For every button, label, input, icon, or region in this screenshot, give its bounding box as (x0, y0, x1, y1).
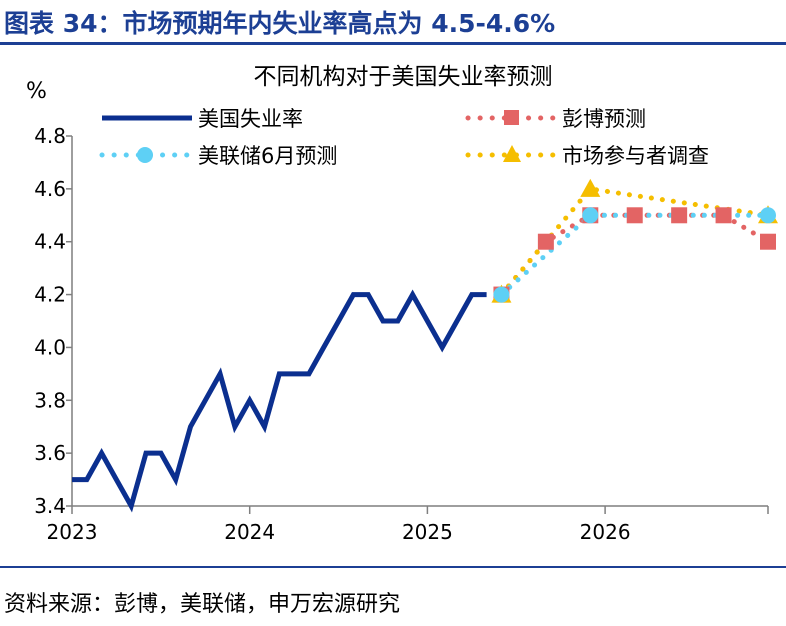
x-tick-label: 2023 (47, 520, 98, 544)
data-point-survey (580, 178, 601, 197)
title-rule (0, 42, 786, 45)
x-tick-label: 2024 (224, 520, 275, 544)
data-point-bloomberg (537, 233, 554, 250)
legend-item-bloomberg: 彭博预测 (465, 107, 646, 131)
y-tick-label: 3.6 (34, 441, 66, 465)
data-point-fed (493, 286, 510, 303)
y-tick-label: 4.2 (34, 283, 66, 307)
figure-title: 图表 34：市场预期年内失业率高点为 4.5-4.6% (4, 9, 556, 38)
x-tick-label: 2025 (402, 520, 453, 544)
legend-label-fed: 美联储6月预测 (198, 144, 337, 168)
series-line-fed (498, 212, 771, 298)
legend-marker-fed (137, 147, 153, 163)
legend-marker-survey (503, 145, 521, 162)
axes (71, 136, 768, 507)
line-chart: % 不同机构对于美国失业率预测 美国失业率 彭博预测 美联储6月预测 市场参与者… (26, 64, 778, 544)
data-point-fed (582, 207, 599, 224)
source-rule (0, 566, 786, 568)
legend-label-survey: 市场参与者调查 (562, 144, 709, 168)
legend-label-actual: 美国失业率 (198, 107, 303, 131)
data-point-bloomberg (626, 207, 643, 224)
legend: 美国失业率 彭博预测 美联储6月预测 市场参与者调查 (99, 107, 709, 168)
legend-item-actual: 美国失业率 (102, 107, 303, 131)
y-ticks: 3.4 3.6 3.8 4.0 4.2 4.4 4.6 4.8 (34, 124, 72, 518)
legend-item-survey: 市场参与者调查 (465, 144, 709, 168)
x-ticks: 2023 2024 2025 2026 (47, 506, 769, 544)
legend-item-fed: 美联储6月预测 (99, 144, 337, 168)
y-tick-label: 4.8 (34, 124, 66, 148)
series-line-survey (498, 186, 771, 298)
series-line-actual (72, 289, 487, 513)
data-point-bloomberg (760, 233, 776, 250)
data-point-bloomberg (671, 207, 688, 224)
legend-marker-bloomberg (504, 110, 519, 125)
data-point-bloomberg (715, 207, 732, 224)
chart-title: 不同机构对于美国失业率预测 (254, 64, 553, 90)
data-point-fed (760, 207, 776, 224)
y-tick-label: 3.4 (34, 494, 66, 518)
series-layer (72, 186, 771, 513)
y-tick-label: 4.6 (34, 177, 66, 201)
series-line-bloomberg (498, 212, 771, 298)
y-tick-label: 3.8 (34, 388, 66, 412)
y-tick-label: 4.0 (34, 335, 66, 359)
source-note: 资料来源：彭博，美联储，申万宏源研究 (4, 592, 401, 617)
marker-layer (491, 178, 778, 303)
y-axis-unit: % (26, 79, 47, 104)
x-tick-label: 2026 (580, 520, 631, 544)
legend-label-bloomberg: 彭博预测 (562, 107, 646, 131)
y-tick-label: 4.4 (34, 230, 66, 254)
